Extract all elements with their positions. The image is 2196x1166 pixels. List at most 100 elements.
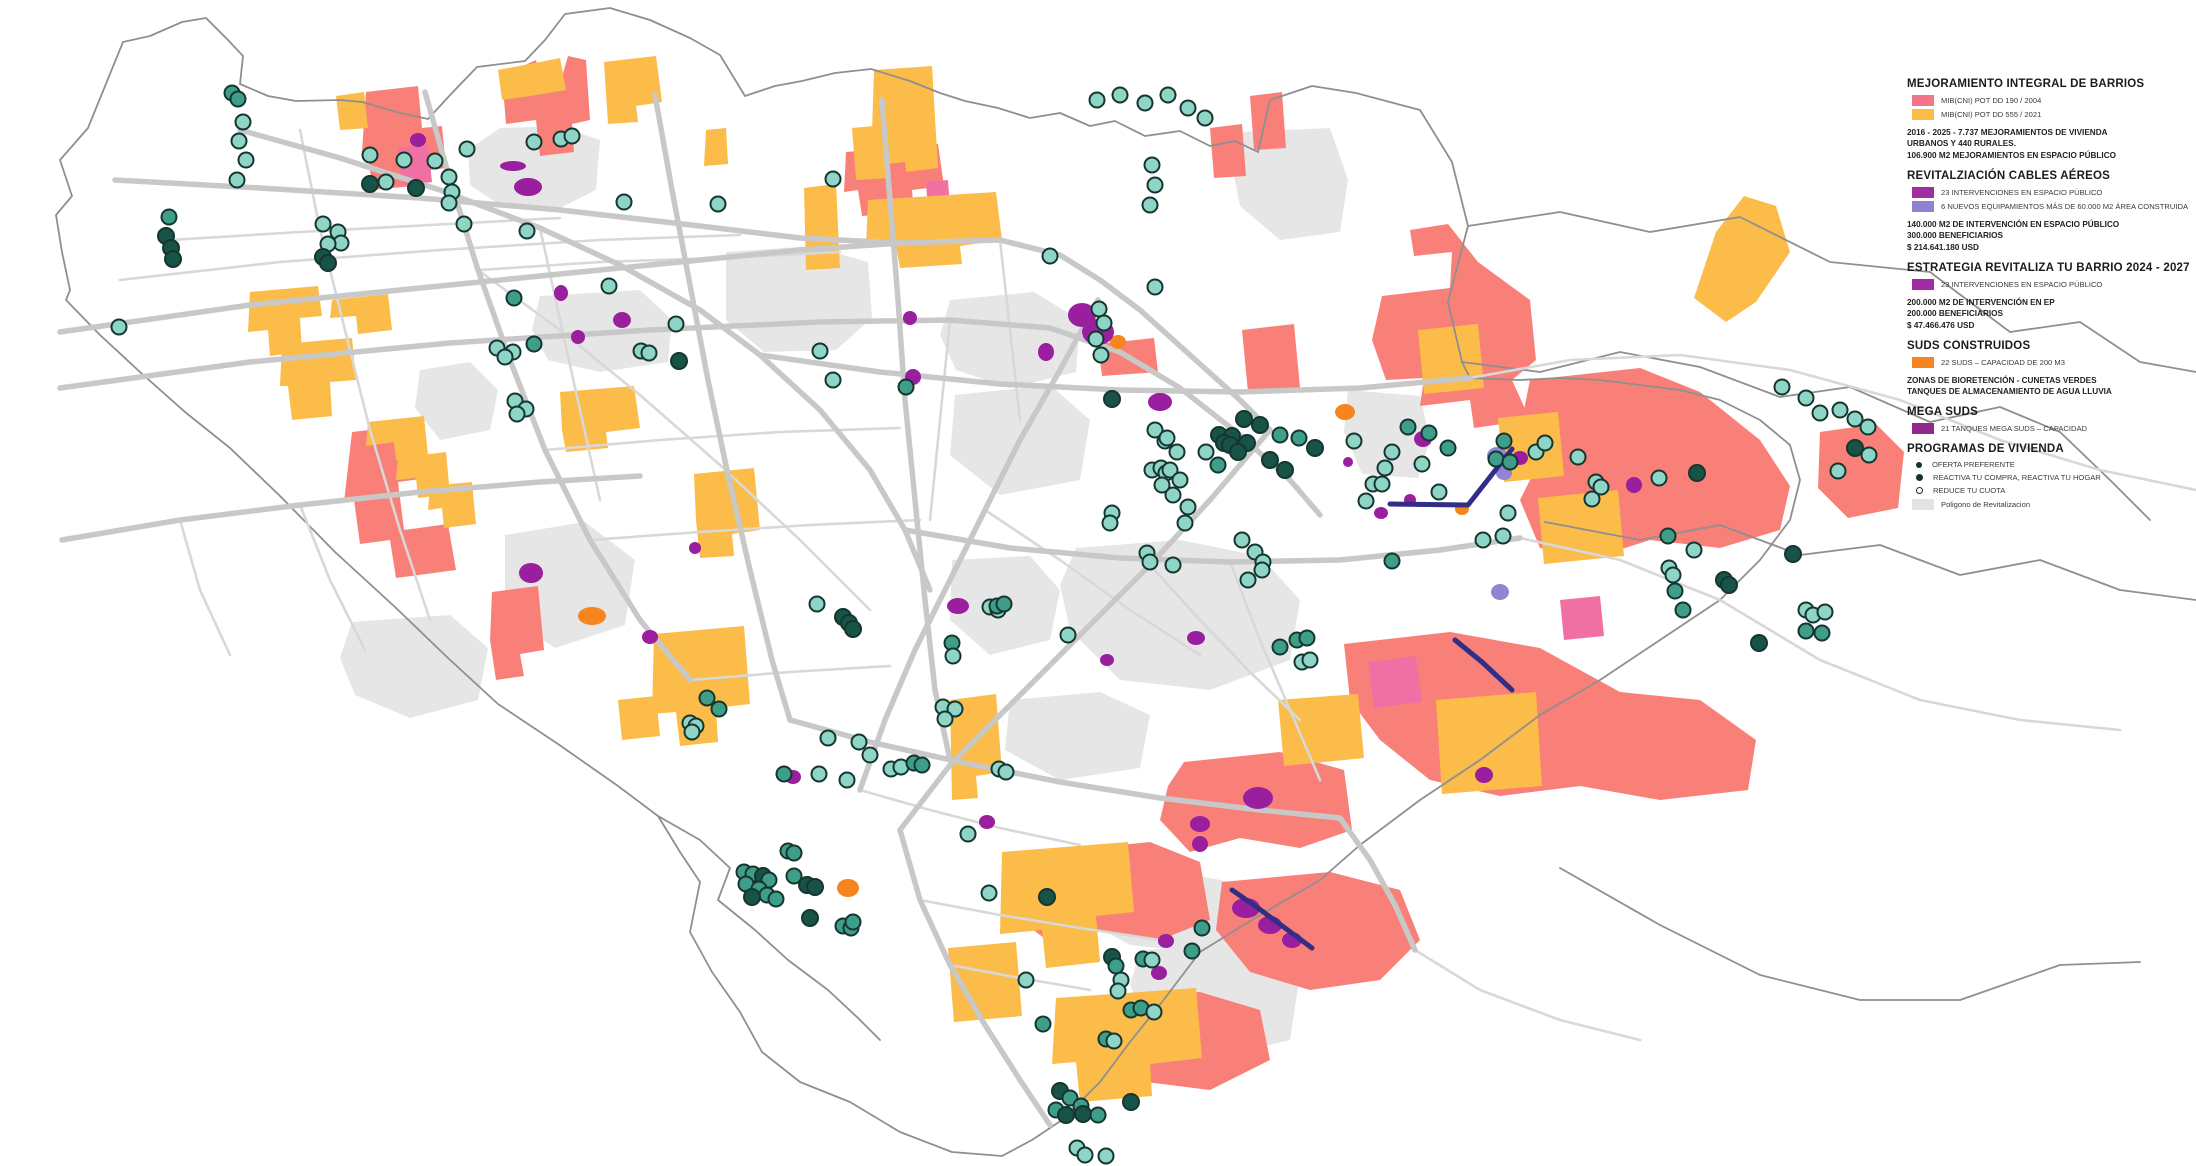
housing-dot bbox=[1161, 461, 1179, 479]
legend-item-cables-ep: 23 INTERVENCIONES EN ESPACIO PÚBLICO bbox=[1912, 186, 2191, 198]
mib-555-label: MIB(CNI) POT DD 555 / 2021 bbox=[1941, 110, 2042, 119]
housing-dot bbox=[670, 352, 688, 370]
housing-dot bbox=[237, 151, 255, 169]
housing-dot bbox=[1196, 109, 1214, 127]
legend-item-mib-555: MIB(CNI) POT DD 555 / 2021 bbox=[1912, 109, 2191, 120]
housing-dot bbox=[824, 371, 842, 389]
housing-dot bbox=[1171, 471, 1189, 489]
housing-dot bbox=[1261, 451, 1279, 469]
mib-190-swatch bbox=[1912, 95, 1934, 106]
housing-dot bbox=[1495, 432, 1513, 450]
mib-2021-areas bbox=[248, 56, 1790, 1102]
housing-dot bbox=[1179, 498, 1197, 516]
housing-dot bbox=[1076, 1146, 1094, 1164]
housing-dot bbox=[1383, 552, 1401, 570]
housing-dot bbox=[1105, 1032, 1123, 1050]
housing-dot bbox=[785, 844, 803, 862]
poligono-swatch bbox=[1912, 499, 1934, 511]
cables-eq-swatch bbox=[1912, 200, 1934, 212]
housing-dot bbox=[980, 884, 998, 902]
housing-dot bbox=[525, 335, 543, 353]
housing-dot bbox=[1773, 378, 1791, 396]
cables-note: 140.000 M2 DE INTERVENCIÓN EN ESPACIO PÚ… bbox=[1907, 219, 2191, 253]
housing-dot bbox=[1168, 443, 1186, 461]
suds-note-line: TANQUES DE ALMACENAMIENTO DE AGUA LLUVIA bbox=[1907, 387, 2112, 397]
housing-dot bbox=[913, 756, 931, 774]
housing-dot bbox=[1797, 389, 1815, 407]
suds-label: 22 SUDS – CAPACIDAD DE 200 M3 bbox=[1941, 357, 2065, 367]
housing-dot bbox=[1650, 469, 1668, 487]
housing-dot bbox=[164, 250, 182, 268]
mib-note-line: 106.900 M2 MEJORAMIENTOS EN ESPACIO PÚBL… bbox=[1907, 150, 2116, 160]
housing-dot bbox=[1720, 576, 1738, 594]
housing-dot bbox=[1583, 490, 1601, 508]
housing-dot bbox=[426, 152, 444, 170]
legend-title-cables: REVITALZIACIÓN CABLES AÉREOS bbox=[1907, 169, 2111, 182]
housing-dot bbox=[234, 113, 252, 131]
housing-dot bbox=[1107, 957, 1125, 975]
legend-item-reactiva: REACTIVA TU COMPRA, REACTIVA TU HOGAR bbox=[1916, 473, 2191, 482]
legend-item-poligono: Poligono de Revitalizacion bbox=[1912, 499, 2191, 511]
legend-title-vivienda: PROGRAMAS DE VIVIENDA bbox=[1907, 443, 2064, 456]
housing-dot bbox=[1159, 86, 1177, 104]
legend-panel: MEJORAMIENTO INTEGRAL DE BARRIOS MIB(CNI… bbox=[1907, 78, 2191, 513]
housing-dot bbox=[377, 173, 395, 191]
housing-dot bbox=[1089, 1106, 1107, 1124]
housing-dot bbox=[995, 595, 1013, 613]
housing-dot bbox=[1235, 410, 1253, 428]
housing-dot bbox=[160, 208, 178, 226]
housing-dot bbox=[1176, 514, 1194, 532]
housing-dot bbox=[1846, 439, 1864, 457]
legend-section-vivienda: PROGRAMAS DE VIVIENDA OFERTA PREFERENTE … bbox=[1907, 443, 2191, 511]
housing-dot bbox=[801, 909, 819, 927]
housing-dot bbox=[709, 195, 727, 213]
housing-dot bbox=[407, 179, 425, 197]
housing-dot bbox=[1193, 919, 1211, 937]
legend-section-suds: SUDS CONSTRUIDOS 22 SUDS – CAPACIDAD DE … bbox=[1907, 340, 2191, 398]
housing-dot bbox=[897, 378, 915, 396]
housing-dot bbox=[683, 723, 701, 741]
reduce-dot-icon bbox=[1916, 487, 1923, 495]
housing-dot bbox=[1059, 626, 1077, 644]
housing-dot bbox=[1536, 434, 1554, 452]
housing-dot bbox=[440, 168, 458, 186]
housing-dot bbox=[946, 700, 964, 718]
housing-dot bbox=[1811, 404, 1829, 422]
housing-dot bbox=[600, 277, 618, 295]
reduce-label: REDUCE TU CUOTA bbox=[1933, 486, 2006, 496]
cables-note-line: 300.000 BENEFICIARIOS bbox=[1907, 231, 2004, 241]
housing-dot bbox=[1145, 1003, 1163, 1021]
housing-dot bbox=[1092, 346, 1110, 364]
housing-dot bbox=[1439, 439, 1457, 457]
roads-major bbox=[57, 89, 1523, 1128]
housing-dot bbox=[806, 878, 824, 896]
housing-dot bbox=[1685, 541, 1703, 559]
housing-dot bbox=[1306, 439, 1324, 457]
housing-dot bbox=[1229, 443, 1247, 461]
housing-dot bbox=[1290, 429, 1308, 447]
housing-dot bbox=[1301, 651, 1319, 669]
legend-item-cables-eq: 6 NUEVOS EQUIPAMIENTOS MÁS DE 60.000 M2 … bbox=[1912, 200, 2191, 212]
housing-dot bbox=[1136, 94, 1154, 112]
housing-dot bbox=[1399, 418, 1417, 436]
housing-dot bbox=[811, 342, 829, 360]
legend-title-mega-suds: MEGA SUDS bbox=[1907, 406, 1979, 419]
intervention-spots bbox=[410, 133, 1642, 980]
housing-dot bbox=[1090, 300, 1108, 318]
oferta-label: OFERTA PREFERENTE bbox=[1932, 460, 2015, 470]
housing-dot bbox=[455, 215, 473, 233]
housing-dot bbox=[518, 222, 536, 240]
housing-dot bbox=[1666, 582, 1684, 600]
legend-section-mega-suds: MEGA SUDS 21 TANQUES MEGA SUDS – CAPACID… bbox=[1907, 406, 2191, 435]
housing-dot bbox=[1122, 1093, 1140, 1111]
housing-dot bbox=[808, 595, 826, 613]
legend-section-cables: REVITALZIACIÓN CABLES AÉREOS 23 INTERVEN… bbox=[1907, 170, 2191, 253]
housing-dot bbox=[1146, 421, 1164, 439]
housing-dot bbox=[1487, 450, 1505, 468]
housing-dot bbox=[1041, 247, 1059, 265]
housing-dot bbox=[229, 90, 247, 108]
housing-dot bbox=[1501, 453, 1519, 471]
housing-dot bbox=[667, 315, 685, 333]
